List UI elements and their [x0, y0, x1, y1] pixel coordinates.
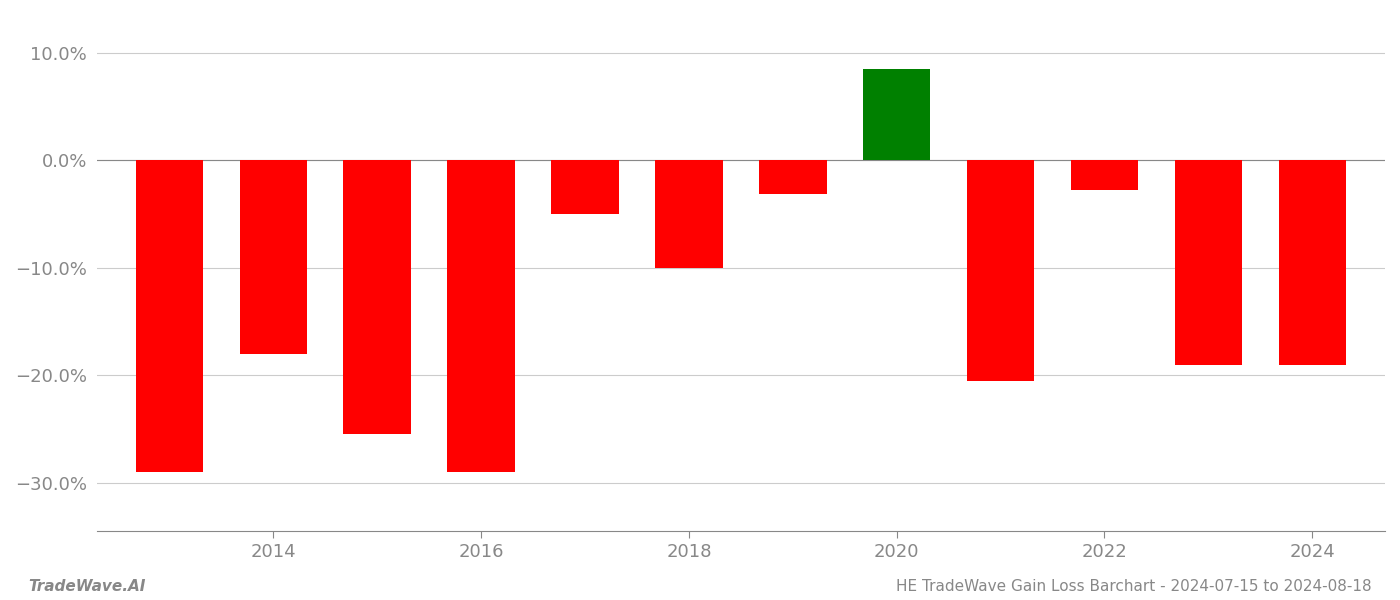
Bar [343, 160, 412, 434]
Bar [967, 160, 1035, 380]
Bar [1071, 160, 1138, 190]
Bar [239, 160, 307, 354]
Bar [862, 69, 931, 160]
Text: TradeWave.AI: TradeWave.AI [28, 579, 146, 594]
Bar [552, 160, 619, 214]
Bar [448, 160, 515, 472]
Bar [1175, 160, 1242, 365]
Bar [759, 160, 826, 194]
Text: HE TradeWave Gain Loss Barchart - 2024-07-15 to 2024-08-18: HE TradeWave Gain Loss Barchart - 2024-0… [896, 579, 1372, 594]
Bar [136, 160, 203, 472]
Bar [655, 160, 722, 268]
Bar [1278, 160, 1345, 365]
